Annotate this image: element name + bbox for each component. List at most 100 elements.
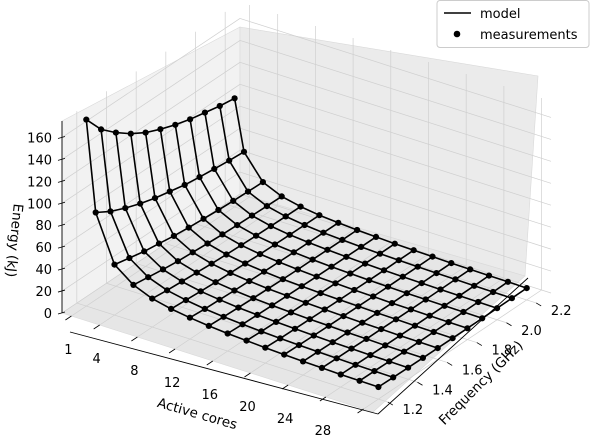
measurement-point: [441, 302, 448, 309]
measurement-point: [164, 287, 171, 294]
z-tick-mark: [57, 136, 66, 139]
measurement-point: [168, 305, 175, 312]
measurement-point: [430, 328, 437, 336]
x-tick-mark: [93, 324, 100, 330]
measurement-point: [392, 316, 400, 323]
measurement-point: [246, 278, 253, 285]
measurement-point: [240, 148, 248, 155]
x-gridline-floor: [71, 196, 250, 317]
measurement-point: [212, 279, 219, 286]
measurement-point: [215, 206, 222, 214]
measurement-point: [415, 338, 422, 345]
measurement-point: [253, 232, 260, 239]
measurement-point: [371, 368, 378, 375]
measurement-point: [201, 109, 208, 116]
x-tick-mark: [168, 348, 176, 354]
z-tick-label: 0: [44, 307, 52, 322]
measurement-point: [286, 231, 293, 238]
z-gridline-left: [61, 149, 241, 270]
measurement-point: [310, 332, 317, 339]
x-tick-mark: [206, 360, 214, 366]
measurement-point: [318, 364, 325, 371]
measurement-point: [295, 342, 303, 349]
x-tick-label: 12: [164, 376, 181, 391]
y-tick-mark: [476, 342, 483, 346]
measurement-points: [83, 95, 530, 391]
measurement-point: [314, 348, 321, 355]
measurement-point: [189, 249, 196, 256]
measurement-point: [122, 205, 129, 212]
measurement-point: [411, 322, 418, 329]
measurement-point: [193, 269, 200, 276]
measurement-point: [248, 212, 256, 219]
measurement-point: [504, 278, 511, 285]
measurement-point: [298, 283, 305, 290]
measurement-point: [380, 267, 388, 274]
measurement-point: [401, 348, 408, 355]
measurement-point: [328, 263, 335, 270]
measurement-point: [405, 364, 412, 371]
measurement-point: [329, 339, 336, 346]
measurement-point: [282, 213, 289, 220]
x-tick-label: 1: [64, 343, 72, 358]
measurement-point: [433, 270, 440, 277]
z-axis-ticks: 0 20 40 60 80 100 120 140 160: [27, 131, 66, 322]
measurement-point: [98, 126, 105, 133]
measurement-point: [471, 282, 478, 289]
measurement-point: [317, 290, 324, 297]
measurement-point: [166, 188, 173, 195]
z-tick-mark: [57, 158, 66, 161]
measurement-point: [281, 351, 288, 358]
measurement-point: [178, 278, 185, 285]
measurement-point: [359, 319, 366, 326]
measurement-point: [333, 355, 340, 362]
y-tick-mark: [535, 302, 542, 307]
measurement-point: [258, 328, 265, 335]
axis-lines: [61, 121, 529, 415]
measurement-point: [275, 258, 282, 266]
measurement-point: [107, 208, 114, 215]
axes-panes: [61, 26, 539, 413]
legend-model-label: model: [480, 7, 520, 22]
measurement-point: [227, 269, 234, 276]
x-gridline-floor: [287, 265, 467, 386]
measurement-point: [523, 285, 530, 292]
measurement-point: [448, 260, 455, 267]
measurement-point: [340, 313, 347, 320]
measurement-point: [358, 243, 365, 250]
z-tick-label: 120: [27, 175, 52, 190]
y-axis-ticks: 1.2 1.4 1.6 1.8 2.0 2.2: [387, 302, 572, 418]
measurement-point: [196, 174, 203, 181]
measurement-point: [243, 337, 250, 344]
measurement-point: [170, 232, 177, 239]
measurement-point: [324, 246, 331, 253]
z-axis-label: Energy (kJ): [2, 203, 26, 278]
measurement-point: [475, 298, 482, 306]
x-axis-line: [69, 331, 379, 415]
measurement-point: [391, 240, 398, 247]
measurement-point: [239, 321, 246, 328]
z-tick-label: 80: [35, 219, 52, 234]
z-tick-label: 60: [35, 241, 52, 256]
z-tick-mark: [57, 289, 66, 293]
measurement-point: [370, 293, 377, 300]
measurement-point: [142, 129, 149, 136]
y-tick-label: 1.4: [432, 383, 453, 398]
measurement-point: [332, 280, 339, 287]
measurement-point: [366, 277, 373, 284]
z-gridline-left: [61, 40, 241, 160]
legend: model measurements: [436, 0, 590, 48]
measurement-point: [410, 247, 417, 254]
measurement-point: [437, 286, 444, 293]
y-axis-line: [377, 277, 529, 415]
measurement-point: [219, 231, 226, 238]
x-tick-label: 4: [93, 352, 101, 367]
measurement-point: [263, 203, 270, 210]
measurement-point: [216, 102, 223, 110]
measurement-point: [242, 260, 249, 267]
measurement-point: [141, 248, 148, 255]
z-gridline-left: [61, 18, 241, 138]
measurement-point: [265, 285, 272, 292]
x-tick-label: 28: [315, 424, 332, 437]
measurement-point: [351, 286, 358, 294]
